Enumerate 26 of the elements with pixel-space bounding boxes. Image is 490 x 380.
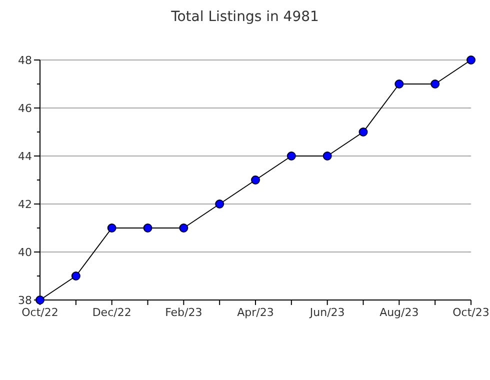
point <box>286 152 296 160</box>
point <box>71 272 80 280</box>
point <box>251 176 260 184</box>
y-tick-label: 48 <box>18 54 32 67</box>
point <box>394 80 404 88</box>
x-tick-label: Feb/23 <box>165 306 202 319</box>
y-tick-label: 40 <box>18 246 32 259</box>
y-tick-label: 38 <box>18 294 32 307</box>
x-tick-label: Jun/23 <box>308 306 345 319</box>
point <box>466 56 476 64</box>
point <box>358 128 368 136</box>
y-tick-label: 42 <box>18 198 32 211</box>
point <box>143 224 152 232</box>
chart-title: Total Listings in 4981 <box>170 9 319 25</box>
y-tick-label: 44 <box>18 150 32 163</box>
x-tick-label: Oct/22 <box>22 306 58 319</box>
point <box>179 224 188 232</box>
x-tick-label: Aug/23 <box>380 306 419 319</box>
x-tick-label: Oct/23 <box>452 306 490 319</box>
point <box>430 80 440 88</box>
x-tick-label: Dec/22 <box>92 306 132 319</box>
point <box>215 200 224 208</box>
x-tick-label: Apr/23 <box>237 306 274 319</box>
point <box>322 152 332 160</box>
point <box>107 224 116 232</box>
y-tick-label: 46 <box>18 102 32 115</box>
